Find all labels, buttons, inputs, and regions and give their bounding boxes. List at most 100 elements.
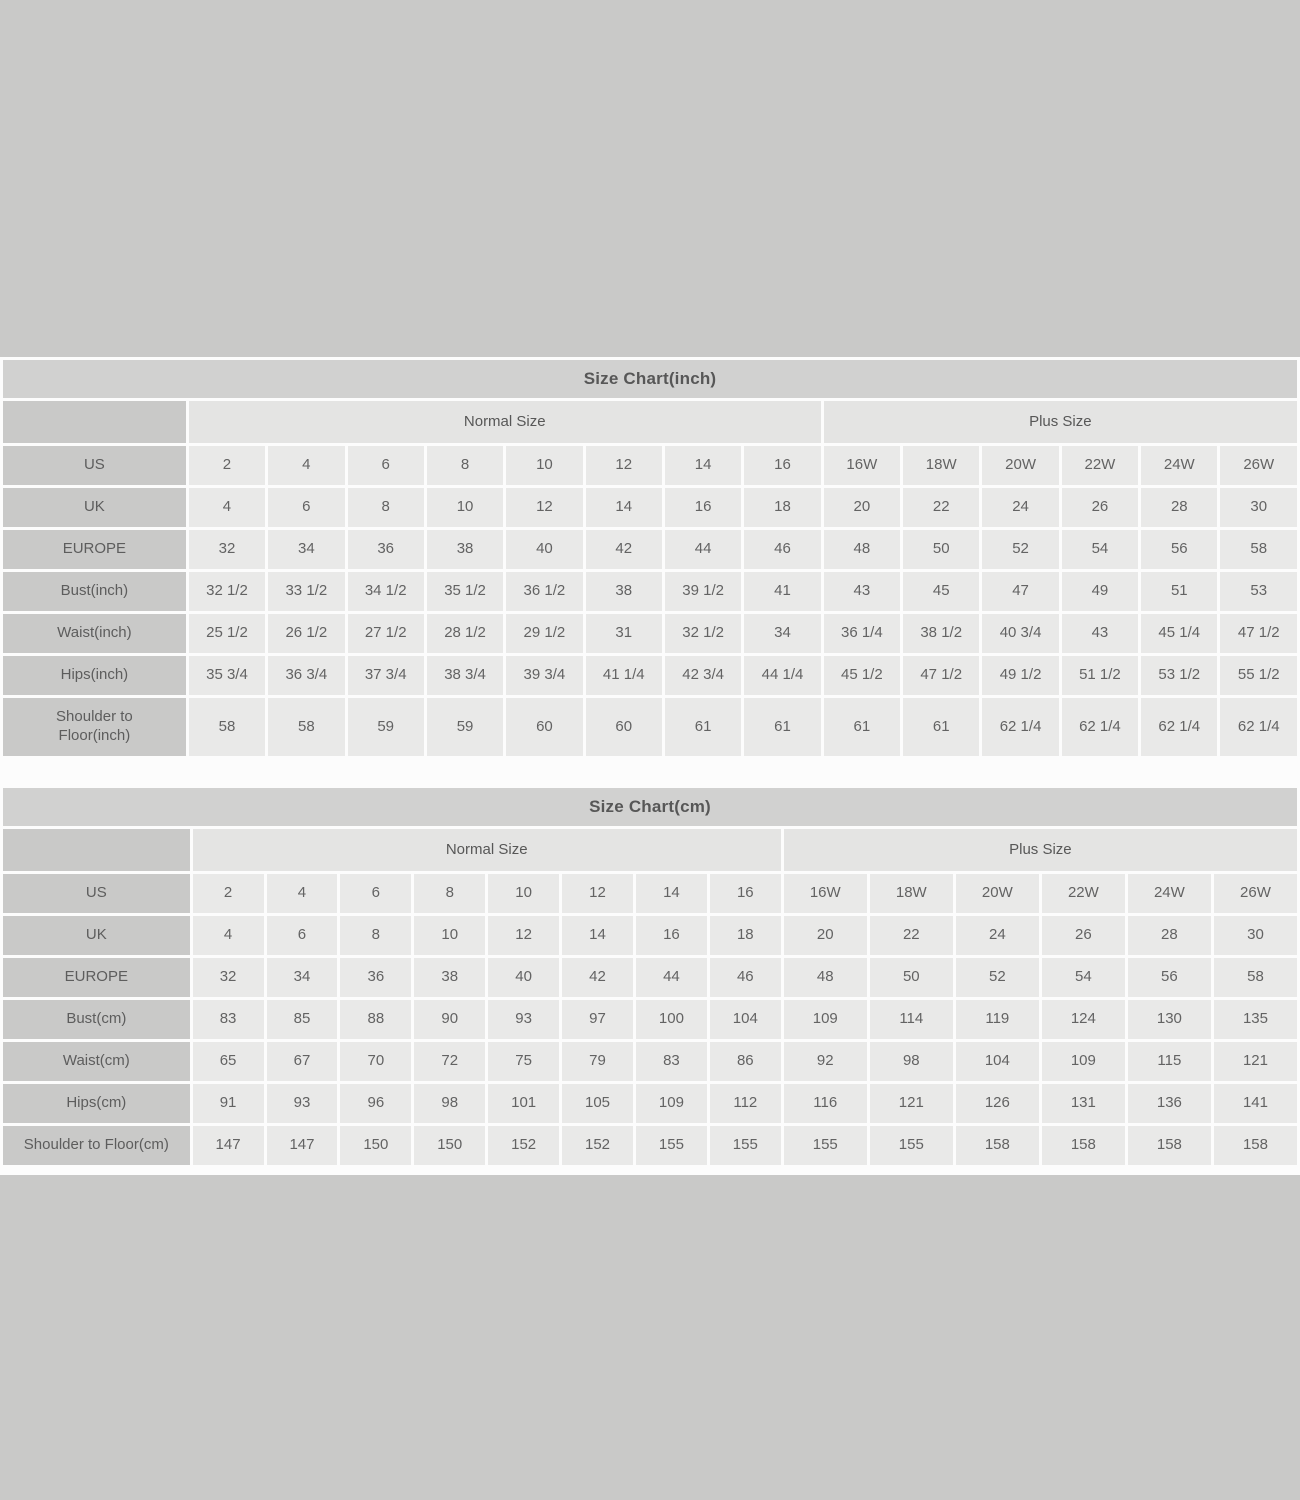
size-cell: 14 [664, 446, 742, 485]
size-cell: 16W [783, 874, 867, 913]
size-cell: 44 [635, 958, 707, 997]
size-cell: 52 [982, 530, 1059, 569]
size-cell: 24W [1127, 874, 1211, 913]
size-cell: 20 [823, 488, 901, 527]
size-cell: 62 1/4 [1220, 698, 1297, 756]
size-cell: 16W [823, 446, 901, 485]
table-row: Waist(inch) 25 1/2 26 1/2 27 1/2 28 1/2 29 1/… [3, 614, 1297, 653]
size-cell: 104 [709, 1000, 781, 1039]
size-cell: 18 [744, 488, 821, 527]
size-cell: 130 [1127, 1000, 1211, 1039]
size-cell: 72 [414, 1042, 486, 1081]
size-cell: 36 1/2 [506, 572, 583, 611]
size-cell: 38 3/4 [426, 656, 504, 695]
size-cell: 85 [266, 1000, 338, 1039]
size-cell: 59 [347, 698, 424, 756]
size-cell: 56 [1141, 530, 1218, 569]
size-cell: 25 1/2 [188, 614, 266, 653]
size-cell: 92 [783, 1042, 867, 1081]
size-cell: 32 [188, 530, 266, 569]
size-cell: 59 [426, 698, 504, 756]
size-cell: 44 1/4 [744, 656, 821, 695]
size-cell: 54 [1041, 958, 1125, 997]
size-cell: 100 [635, 1000, 707, 1039]
size-cell: 44 [664, 530, 742, 569]
size-cell: 46 [709, 958, 781, 997]
size-cell: 47 1/2 [903, 656, 980, 695]
size-cell: 58 [268, 698, 345, 756]
size-cell: 18W [869, 874, 953, 913]
size-cell: 28 [1141, 488, 1218, 527]
row-label: US [3, 874, 190, 913]
size-cell: 61 [664, 698, 742, 756]
size-cell: 24 [955, 916, 1039, 955]
size-cell: 16 [664, 488, 742, 527]
table-row: US 2 4 6 8 10 12 14 16 16W 18W 20W 22W 24W 26W [3, 874, 1297, 913]
size-cell: 104 [955, 1042, 1039, 1081]
size-cell: 152 [562, 1126, 633, 1165]
size-cell: 48 [823, 530, 901, 569]
table-row: Shoulder to Floor(inch) 58 58 59 59 60 60 61 61 6… [3, 698, 1297, 756]
size-cell: 88 [340, 1000, 412, 1039]
size-cell: 4 [268, 446, 345, 485]
size-cell: 24 [982, 488, 1059, 527]
size-cell: 36 [340, 958, 412, 997]
size-cell: 45 1/2 [823, 656, 901, 695]
size-cell: 8 [347, 488, 424, 527]
size-cell: 55 1/2 [1220, 656, 1297, 695]
row-label: UK [3, 916, 190, 955]
size-cell: 119 [955, 1000, 1039, 1039]
table-row: EUROPE 32 34 36 38 40 42 44 46 48 50 52 54 56 58 [3, 530, 1297, 569]
size-cell: 16 [709, 874, 781, 913]
size-cell: 16 [744, 446, 821, 485]
size-cell: 36 [347, 530, 424, 569]
row-label: Waist(inch) [3, 614, 186, 653]
size-cell: 114 [869, 1000, 953, 1039]
size-chart-inch-table: Size Chart(inch) Normal Size Plus Size US 2 4… [0, 357, 1300, 759]
size-cell: 155 [783, 1126, 867, 1165]
size-cell: 147 [192, 1126, 264, 1165]
size-cell: 115 [1127, 1042, 1211, 1081]
size-cell: 90 [414, 1000, 486, 1039]
size-cell: 22 [903, 488, 980, 527]
corner-cell [3, 829, 190, 871]
size-cell: 14 [562, 916, 633, 955]
table-row: Shoulder to Floor(cm) 147 147 150 150 152 152 1… [3, 1126, 1297, 1165]
size-cell: 35 3/4 [188, 656, 266, 695]
size-cell: 37 3/4 [347, 656, 424, 695]
size-cell: 155 [635, 1126, 707, 1165]
size-cell: 158 [1213, 1126, 1297, 1165]
size-cell: 98 [869, 1042, 953, 1081]
size-cell: 4 [188, 488, 266, 527]
size-cell: 10 [426, 488, 504, 527]
size-cell: 43 [1061, 614, 1139, 653]
size-cell: 32 1/2 [188, 572, 266, 611]
size-cell: 60 [506, 698, 583, 756]
size-cell: 47 [982, 572, 1059, 611]
size-cell: 14 [635, 874, 707, 913]
row-label: Shoulder to Floor(cm) [3, 1126, 190, 1165]
size-cell: 50 [903, 530, 980, 569]
corner-cell [3, 401, 186, 443]
size-cell: 18W [903, 446, 980, 485]
size-cell: 45 [903, 572, 980, 611]
size-cell: 32 1/2 [664, 614, 742, 653]
row-label: EUROPE [3, 958, 190, 997]
size-cell: 121 [1213, 1042, 1297, 1081]
size-cell: 83 [635, 1042, 707, 1081]
size-cell: 42 [585, 530, 662, 569]
size-cell: 150 [414, 1126, 486, 1165]
size-cell: 121 [869, 1084, 953, 1123]
table-row: Bust(cm) 83 85 88 90 93 97 100 104 109 114 119 124 13… [3, 1000, 1297, 1039]
table-row: EUROPE 32 34 36 38 40 42 44 46 48 50 52 54 56 58 [3, 958, 1297, 997]
size-cell: 2 [188, 446, 266, 485]
size-cell: 12 [585, 446, 662, 485]
size-cell: 8 [340, 916, 412, 955]
size-cell: 93 [266, 1084, 338, 1123]
size-cell: 34 1/2 [347, 572, 424, 611]
size-cell: 4 [192, 916, 264, 955]
size-cell: 158 [955, 1126, 1039, 1165]
size-chart-cm-table: Size Chart(cm) Normal Size Plus Size US 2 4 6 8… [0, 785, 1300, 1168]
size-cell: 27 1/2 [347, 614, 424, 653]
